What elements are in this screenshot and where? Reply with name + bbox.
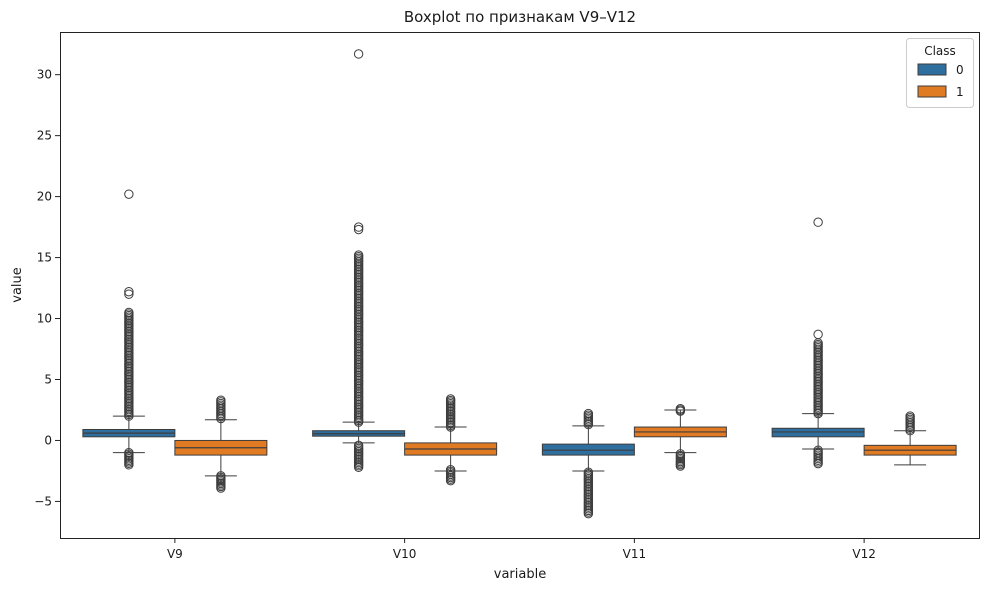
outlier-point — [675, 404, 686, 414]
y-tick-label: 30 — [37, 68, 52, 82]
box-v12-class-0 — [771, 427, 865, 438]
legend-label-0: 0 — [956, 63, 964, 77]
outlier-point — [353, 440, 364, 451]
outlier-point — [124, 447, 134, 458]
outlier-point — [813, 217, 823, 227]
legend-swatch-0 — [917, 63, 947, 76]
outlier-point — [445, 465, 456, 475]
y-tick-label: 20 — [37, 190, 52, 204]
outlier-point — [675, 449, 686, 459]
outlier-point — [216, 471, 226, 481]
y-tick-label: 25 — [37, 129, 52, 143]
outlier-point — [124, 289, 134, 299]
outlier-point — [583, 467, 594, 477]
y-tick-label: 0 — [44, 433, 52, 447]
y-tick-label: 15 — [37, 251, 52, 265]
outlier-point — [353, 222, 364, 232]
outlier-point — [445, 394, 456, 404]
legend-label-1: 1 — [956, 85, 964, 99]
y-axis-label: value — [10, 267, 25, 303]
x-tick-label: V10 — [393, 547, 416, 561]
outlier-point — [583, 408, 594, 419]
outlier-point — [353, 49, 364, 59]
legend: Class 0 1 — [906, 38, 974, 108]
outlier-point — [216, 395, 226, 405]
x-axis-label: variable — [494, 567, 546, 582]
plot-frame — [60, 32, 980, 539]
y-tick-label: 5 — [44, 372, 52, 386]
x-tick-label: V9 — [167, 547, 183, 561]
plot-area — [82, 49, 957, 519]
y-tick-label: −5 — [34, 494, 52, 508]
box-v11-class-0 — [541, 443, 635, 456]
legend-title: Class — [924, 44, 956, 58]
outlier-point — [905, 411, 915, 421]
y-axis: −5 0 5 10 15 20 25 30 — [34, 68, 60, 508]
y-tick-label: 10 — [37, 312, 52, 326]
outlier-point — [124, 287, 134, 297]
x-tick-label: V11 — [623, 547, 646, 561]
chart-title: Boxplot по признакам V9–V12 — [404, 8, 636, 26]
outlier-point — [813, 445, 823, 455]
x-axis: V9 V10 V11 V12 — [167, 538, 876, 561]
outlier-point — [124, 189, 134, 199]
x-tick-label: V12 — [852, 547, 875, 561]
outlier-point — [124, 307, 134, 318]
outlier-point — [813, 329, 823, 340]
legend-swatch-1 — [917, 85, 947, 98]
outlier-point — [353, 250, 364, 260]
outlier-point — [353, 224, 364, 235]
